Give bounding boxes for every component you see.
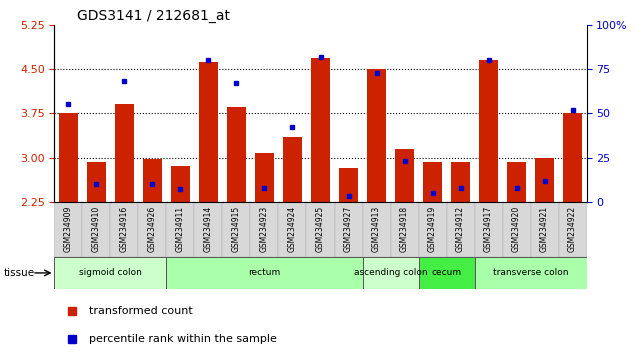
Text: ascending colon: ascending colon [354,268,428,278]
Bar [508,162,526,202]
Bar [424,162,442,202]
Text: transverse colon: transverse colon [493,268,569,278]
Text: GSM234919: GSM234919 [428,206,437,252]
Bar [306,202,335,257]
Bar [110,202,138,257]
Bar [335,202,363,257]
Text: GSM234921: GSM234921 [540,206,549,252]
Text: GSM234913: GSM234913 [372,206,381,252]
Text: GSM234912: GSM234912 [456,206,465,252]
Bar [83,202,110,257]
Text: GSM234916: GSM234916 [120,206,129,252]
Bar [278,202,306,257]
Text: GSM234917: GSM234917 [484,206,493,252]
Bar [563,113,581,202]
Bar [171,166,190,202]
Bar [54,202,83,257]
Bar [60,113,78,202]
Bar [479,60,497,202]
Bar [395,149,413,202]
Bar [367,69,386,202]
Bar [228,107,246,202]
Bar [390,202,419,257]
Bar [251,202,278,257]
Bar [363,257,419,289]
Bar [222,202,251,257]
Bar [194,202,222,257]
Bar [419,202,447,257]
Bar [363,202,390,257]
Text: rectum: rectum [248,268,281,278]
Bar [558,202,587,257]
Text: tissue: tissue [3,268,35,278]
Bar [138,202,167,257]
Bar [474,257,587,289]
Bar [115,104,133,202]
Bar [255,153,274,202]
Bar [167,257,363,289]
Bar [54,257,167,289]
Text: GSM234914: GSM234914 [204,206,213,252]
Text: GSM234920: GSM234920 [512,206,521,252]
Text: GSM234909: GSM234909 [64,206,73,252]
Bar [144,159,162,202]
Text: GSM234918: GSM234918 [400,206,409,252]
Text: GSM234926: GSM234926 [148,206,157,252]
Bar [503,202,531,257]
Bar [167,202,194,257]
Bar [474,202,503,257]
Text: GSM234927: GSM234927 [344,206,353,252]
Text: GSM234915: GSM234915 [232,206,241,252]
Text: percentile rank within the sample: percentile rank within the sample [90,334,278,344]
Bar [447,202,474,257]
Bar [531,202,558,257]
Text: GSM234911: GSM234911 [176,206,185,252]
Text: sigmoid colon: sigmoid colon [79,268,142,278]
Bar [535,158,554,202]
Text: cecum: cecum [431,268,462,278]
Text: GSM234922: GSM234922 [568,206,577,252]
Bar [199,62,217,202]
Bar [87,162,106,202]
Bar [339,168,358,202]
Text: GSM234910: GSM234910 [92,206,101,252]
Text: transformed count: transformed count [90,306,193,316]
Bar [312,58,329,202]
Bar [419,257,474,289]
Text: GDS3141 / 212681_at: GDS3141 / 212681_at [77,9,230,23]
Bar [451,162,470,202]
Text: GSM234925: GSM234925 [316,206,325,252]
Text: GSM234923: GSM234923 [260,206,269,252]
Bar [283,137,302,202]
Text: GSM234924: GSM234924 [288,206,297,252]
